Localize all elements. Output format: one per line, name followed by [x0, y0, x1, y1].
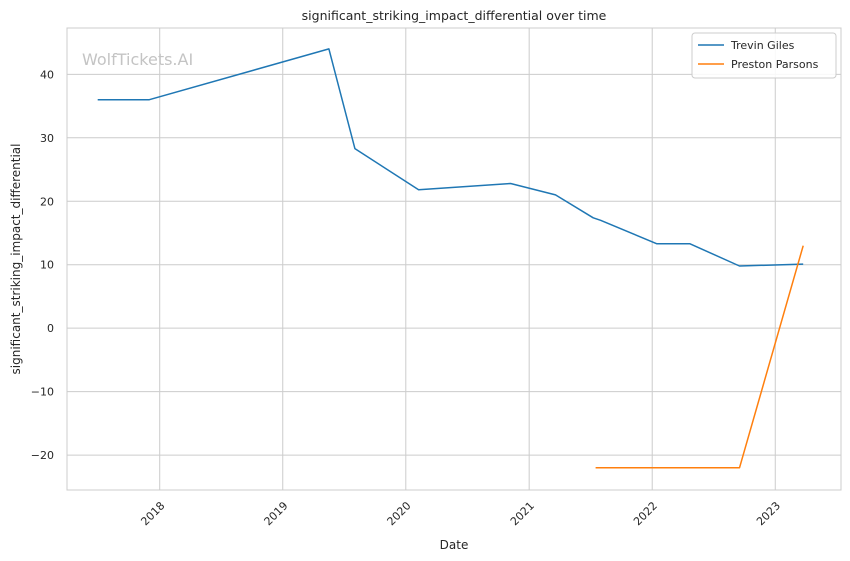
plot-frame — [66, 27, 842, 491]
grid-lines — [67, 28, 841, 490]
y-tick-label: 20 — [40, 195, 54, 208]
y-tick-label: 30 — [40, 132, 54, 145]
y-tick-labels: −20 −10 0 10 20 30 40 — [31, 68, 54, 462]
y-tick-label: −20 — [31, 449, 54, 462]
y-axis-title: significant_striking_impact_differential — [9, 144, 23, 375]
y-tick-label: 40 — [40, 68, 54, 81]
legend-box — [691, 32, 837, 79]
series-lines — [97, 48, 804, 469]
x-axis-title: Date — [440, 538, 469, 552]
plot-background — [67, 28, 841, 490]
x-tick-label: 2023 — [754, 499, 783, 528]
chart-title: significant_striking_impact_differential… — [302, 8, 607, 23]
y-tick-label: 0 — [47, 322, 54, 335]
x-tick-label: 2019 — [262, 499, 291, 528]
series-line-trevin-giles — [97, 48, 804, 267]
x-tick-label: 2021 — [508, 499, 537, 528]
x-tick-labels: 2018 2019 2020 2021 2022 2023 — [138, 499, 783, 528]
legend-label: Trevin Giles — [730, 39, 795, 52]
series-line-preston-parsons — [595, 245, 804, 469]
legend: Trevin Giles Preston Parsons — [691, 32, 837, 79]
x-tick-label: 2018 — [138, 499, 167, 528]
y-tick-label: 10 — [40, 259, 54, 272]
legend-label: Preston Parsons — [731, 58, 819, 71]
y-tick-label: −10 — [31, 386, 54, 399]
x-tick-label: 2022 — [631, 499, 660, 528]
x-tick-label: 2020 — [385, 499, 414, 528]
watermark: WolfTickets.AI — [82, 50, 193, 69]
